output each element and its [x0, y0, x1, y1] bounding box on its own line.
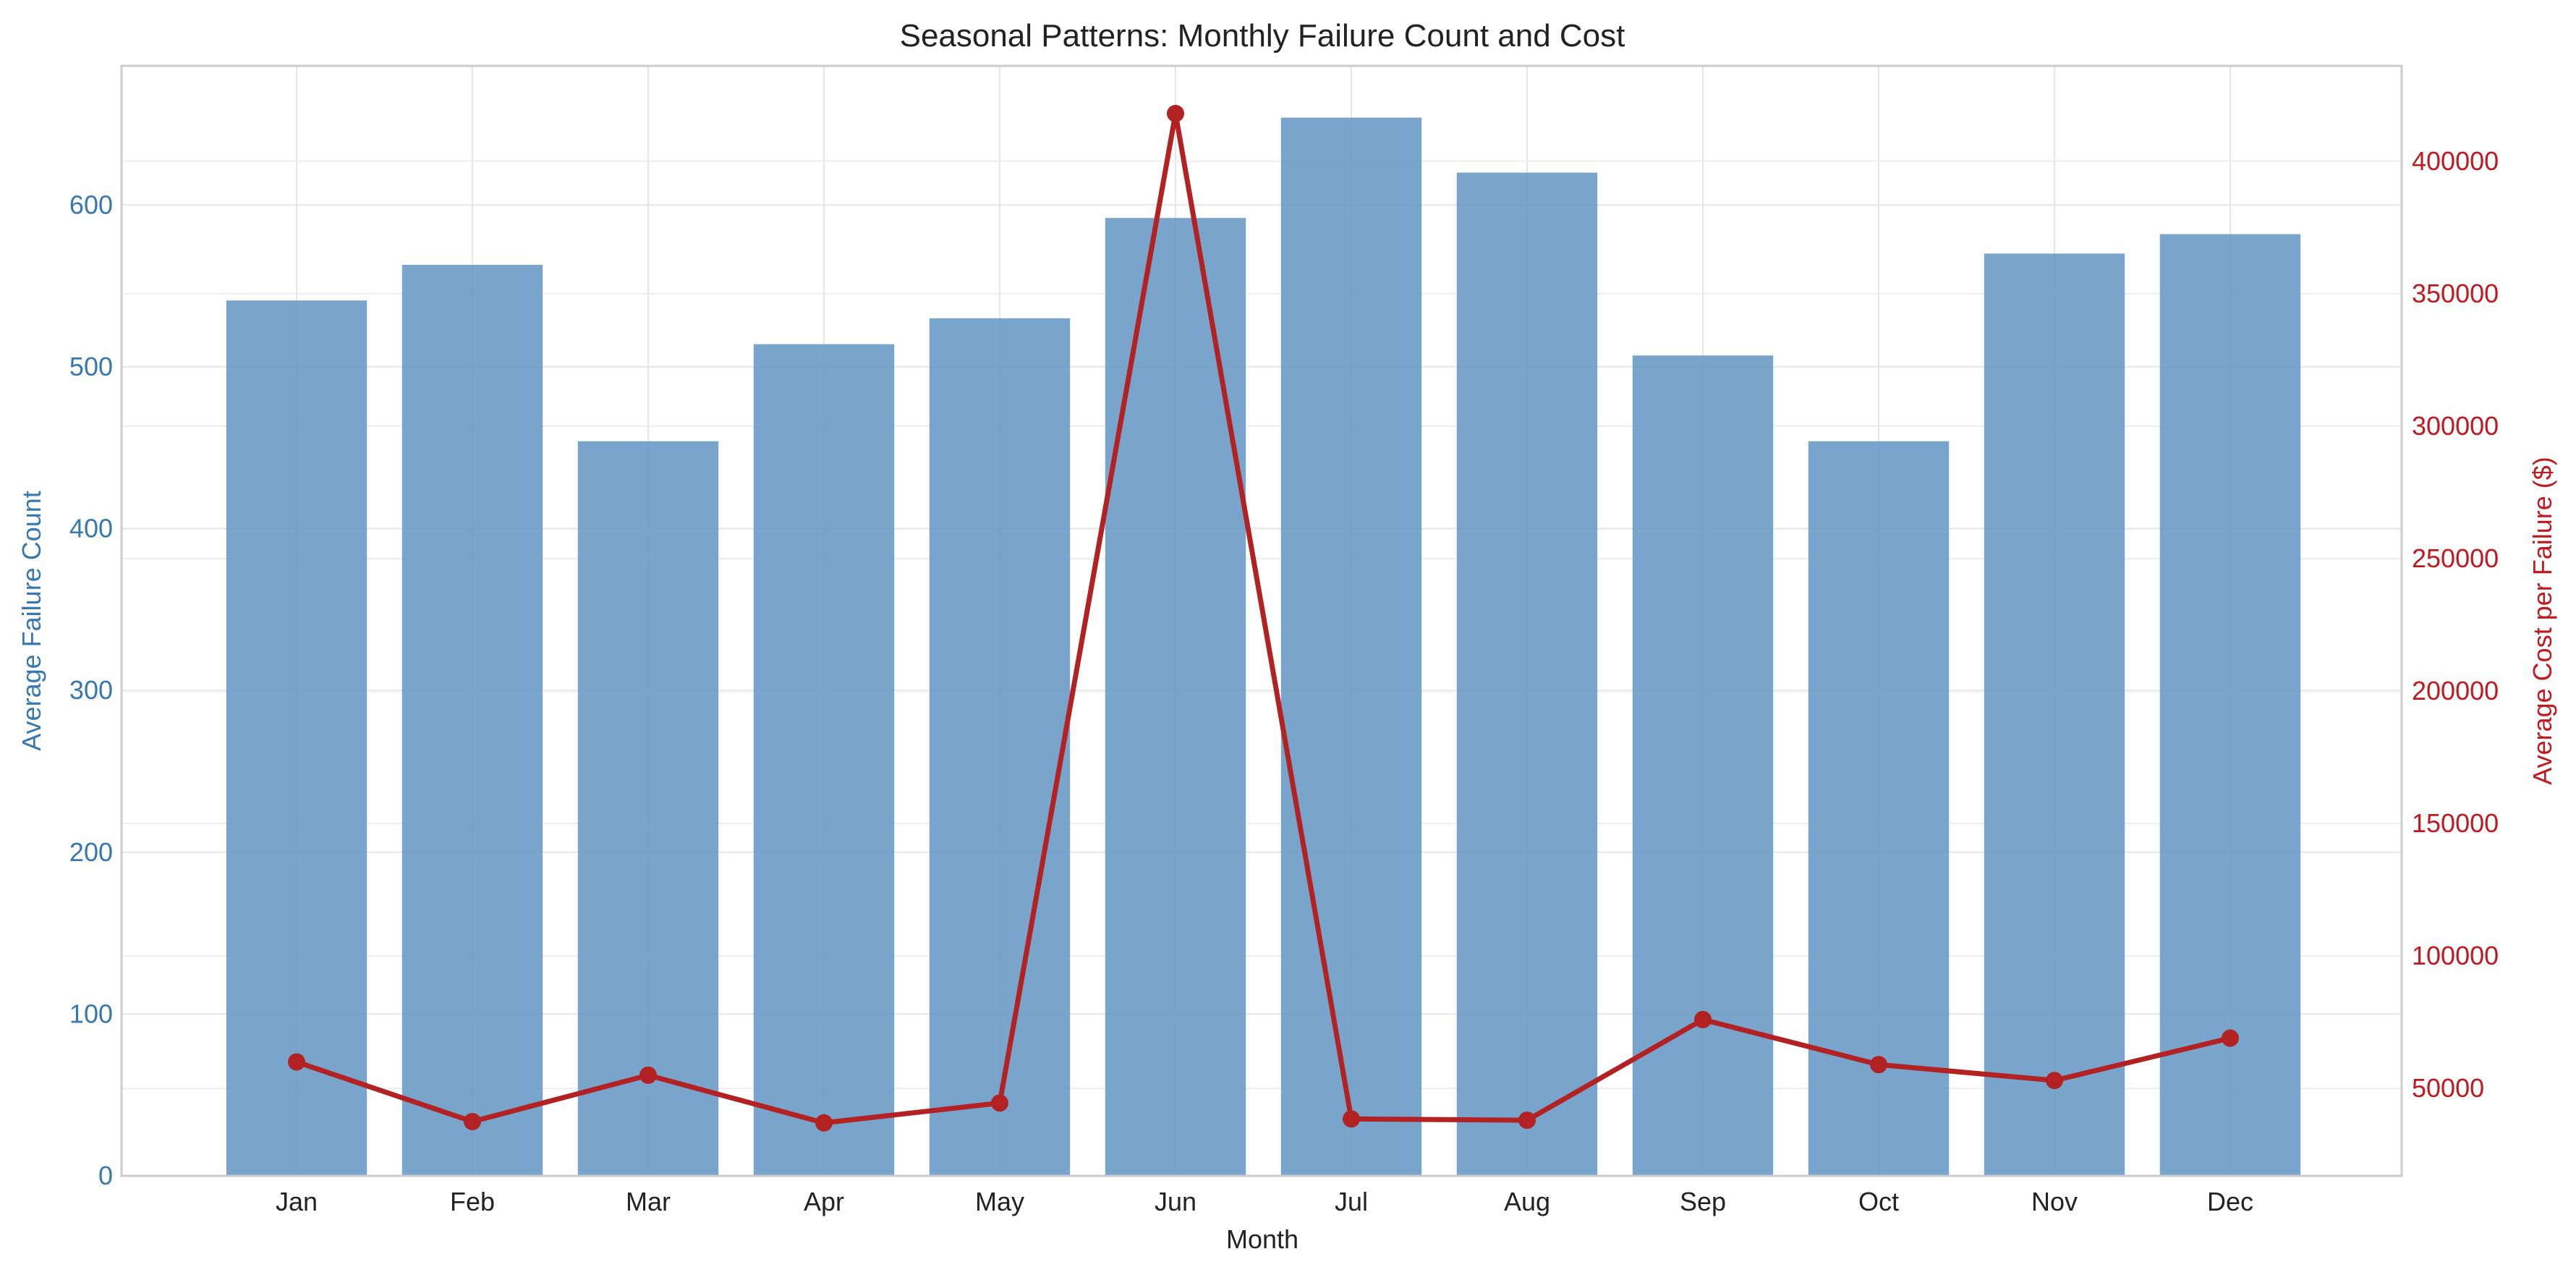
- x-tick-jun: Jun: [1155, 1187, 1196, 1216]
- left-axis-label: Average Failure Count: [17, 491, 46, 751]
- bar-aug: [1456, 172, 1598, 1177]
- bar-mar: [577, 441, 719, 1176]
- right-tick: 100000: [2412, 941, 2499, 970]
- x-tick-feb: Feb: [450, 1187, 495, 1216]
- left-tick: 300: [69, 675, 113, 705]
- x-tick-mar: Mar: [626, 1187, 671, 1216]
- x-tick-may: May: [975, 1187, 1024, 1216]
- bar-dec: [2159, 234, 2301, 1176]
- bar-sep: [1632, 355, 1774, 1177]
- x-tick-jul: Jul: [1335, 1187, 1368, 1216]
- left-tick: 500: [69, 352, 113, 381]
- cost-point-jun: [1167, 104, 1184, 122]
- left-tick: 400: [69, 514, 113, 543]
- right-tick: 200000: [2412, 676, 2499, 706]
- cost-point-feb: [464, 1112, 481, 1130]
- bar-feb: [401, 265, 543, 1177]
- x-tick-jan: Jan: [276, 1187, 318, 1216]
- left-tick: 0: [98, 1161, 113, 1190]
- x-tick-nov: Nov: [2031, 1187, 2078, 1216]
- left-tick: 100: [69, 999, 113, 1028]
- x-axis-label: Month: [1226, 1224, 1298, 1254]
- right-tick: 250000: [2412, 543, 2499, 573]
- cost-point-nov: [2046, 1072, 2063, 1090]
- x-tick-sep: Sep: [1680, 1187, 1726, 1216]
- chart-title: Seasonal Patterns: Monthly Failure Count…: [900, 18, 1625, 54]
- cost-point-dec: [2222, 1029, 2239, 1047]
- bar-jan: [226, 300, 367, 1177]
- bars: [226, 117, 2301, 1177]
- right-tick: 350000: [2412, 279, 2499, 308]
- bar-nov: [1984, 253, 2125, 1177]
- cost-point-may: [991, 1094, 1008, 1112]
- cost-point-aug: [1518, 1111, 1536, 1130]
- bar-may: [929, 318, 1071, 1177]
- bar-jun: [1105, 218, 1246, 1176]
- x-tick-dec: Dec: [2207, 1187, 2253, 1216]
- right-axis-ticks: 50000 100000 150000 200000 250000 300000 35000…: [2412, 146, 2499, 1103]
- right-tick: 50000: [2412, 1073, 2484, 1103]
- left-tick: 600: [69, 190, 113, 219]
- right-tick: 150000: [2412, 808, 2499, 838]
- right-tick: 400000: [2412, 146, 2499, 176]
- cost-point-apr: [815, 1114, 833, 1132]
- x-axis-ticks: Jan Feb Mar Apr May Jun Jul Aug Sep Oct Nov Dec: [276, 1187, 2253, 1216]
- left-axis-ticks: 0 100 200 300 400 500 600: [69, 190, 113, 1190]
- right-axis-label: Average Cost per Failure ($): [2528, 457, 2557, 785]
- bar-apr: [753, 344, 895, 1177]
- cost-line: [288, 104, 2239, 1132]
- cost-point-jul: [1343, 1110, 1360, 1128]
- cost-line-path: [295, 111, 2231, 1126]
- cost-point-sep: [1694, 1010, 1712, 1028]
- cost-point-oct: [1870, 1056, 1887, 1074]
- x-tick-oct: Oct: [1858, 1187, 1899, 1216]
- cost-point-jan: [288, 1053, 305, 1071]
- right-tick: 300000: [2412, 411, 2499, 441]
- bar-jul: [1280, 117, 1422, 1176]
- left-tick: 200: [69, 837, 113, 867]
- plot-frame: [120, 64, 2403, 1177]
- x-tick-apr: Apr: [804, 1187, 844, 1216]
- x-tick-aug: Aug: [1504, 1187, 1550, 1216]
- cost-point-mar: [639, 1066, 657, 1084]
